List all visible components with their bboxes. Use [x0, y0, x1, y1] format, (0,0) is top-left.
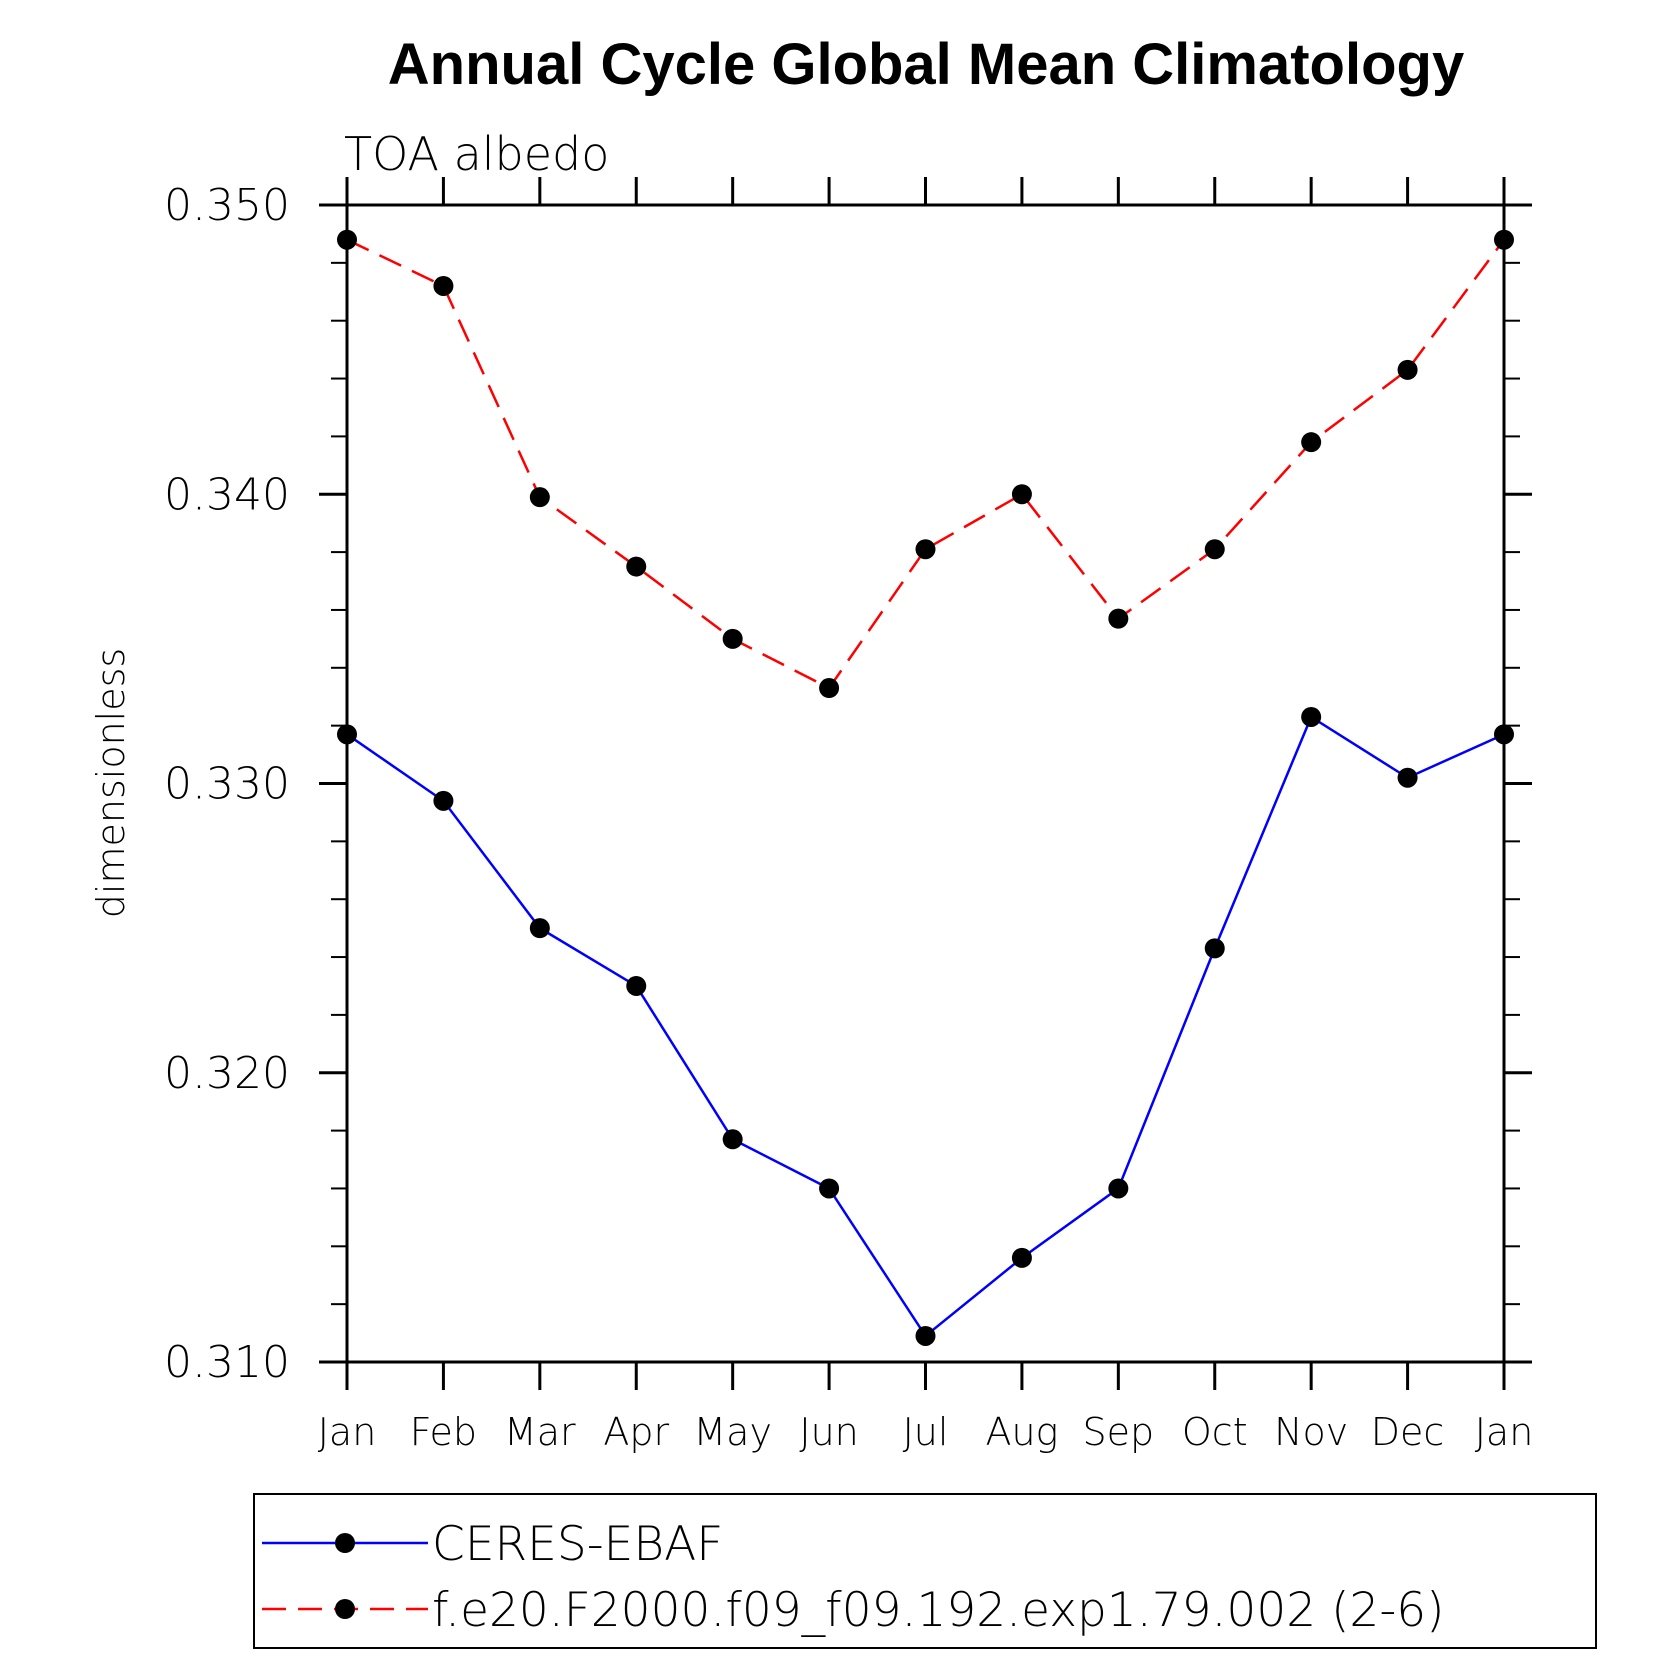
x-tick-label: Dec: [1371, 1410, 1445, 1454]
x-tick-label: Nov: [1274, 1410, 1348, 1454]
data-point-1: [1397, 359, 1418, 380]
y-tick-label: 0.320: [164, 1048, 290, 1099]
legend-label-1: f.e20.F2000.f09_f09.192.exp1.79.002 (2-6…: [432, 1583, 1445, 1638]
series-line-0: [346, 715, 1505, 1338]
data-point-0: [337, 724, 357, 745]
data-point-1: [1204, 539, 1225, 560]
axis-ticks: [319, 177, 1532, 1390]
data-point-0: [915, 1325, 936, 1346]
y-tick-label: 0.310: [164, 1337, 290, 1388]
data-point-0: [1011, 1247, 1032, 1268]
x-tick-label: Apr: [603, 1410, 669, 1454]
data-point-0: [722, 1129, 743, 1150]
data-point-0: [1204, 938, 1225, 959]
y-tick-labels: 0.310 0.320 0.330 0.340 0.350: [164, 180, 290, 1388]
data-point-1: [1108, 608, 1129, 629]
x-tick-label: Feb: [410, 1410, 477, 1454]
legend: CERES-EBAF f.e20.F2000.f09_f09.192.exp1.7…: [262, 1517, 1445, 1638]
legend-marker-0: [335, 1533, 355, 1553]
data-point-1: [529, 487, 550, 508]
data-point-1: [1301, 432, 1322, 453]
data-point-1: [1494, 229, 1514, 250]
data-point-1: [337, 229, 357, 250]
data-point-1: [819, 678, 840, 699]
y-tick-label: 0.340: [164, 469, 290, 520]
data-point-0: [1494, 724, 1514, 745]
data-point-0: [819, 1178, 840, 1199]
data-point-1: [915, 539, 936, 560]
y-axis-label: dimensionless: [89, 648, 133, 918]
series-line-1: [346, 238, 1506, 690]
x-tick-label: Jan: [318, 1410, 377, 1454]
data-point-0: [1108, 1178, 1129, 1199]
x-tick-label: Oct: [1182, 1410, 1248, 1454]
x-tick-label: Aug: [985, 1410, 1058, 1454]
data-point-1: [1011, 484, 1032, 505]
data-point-0: [1397, 767, 1418, 788]
x-tick-labels: Jan Feb Mar Apr May Jun Jul Aug Sep Oct Nov Dec Jan: [318, 1410, 1534, 1454]
plot-frame: [345, 203, 1506, 1364]
chart-title: Annual Cycle Global Mean Climatology: [388, 32, 1464, 97]
data-point-0: [626, 975, 647, 996]
legend-marker-1: [335, 1599, 355, 1619]
x-tick-label: Jan: [1475, 1410, 1534, 1454]
data-point-0: [433, 790, 454, 811]
data-point-1: [626, 556, 647, 577]
chart-subtitle: TOA albedo: [344, 127, 609, 181]
data-point-0: [1301, 706, 1322, 727]
y-tick-label: 0.330: [164, 759, 290, 810]
x-tick-label: Jun: [799, 1410, 858, 1454]
x-tick-label: May: [693, 1410, 772, 1454]
data-point-0: [529, 918, 550, 939]
data-point-1: [722, 628, 743, 649]
y-tick-label: 0.350: [164, 180, 290, 231]
x-tick-label: Mar: [504, 1410, 576, 1454]
series-layer: [337, 229, 1514, 1346]
x-tick-label: Sep: [1083, 1410, 1155, 1454]
data-point-1: [433, 275, 454, 296]
x-tick-label: Jul: [903, 1410, 949, 1454]
legend-label-0: CERES-EBAF: [432, 1517, 723, 1572]
legend-box: [253, 1493, 1597, 1649]
